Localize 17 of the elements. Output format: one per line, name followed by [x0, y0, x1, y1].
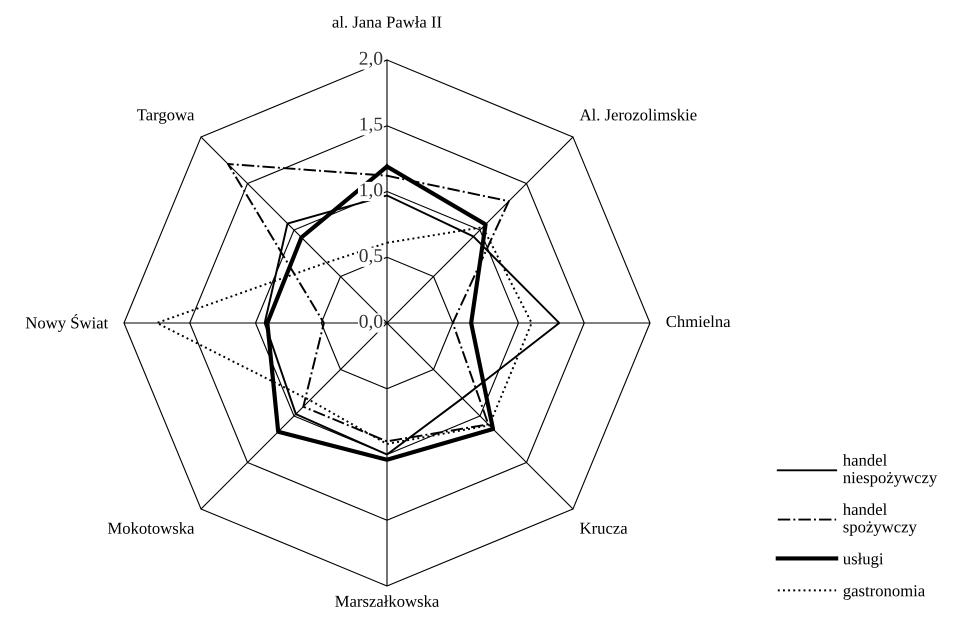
y-tick-label: 1,0: [360, 183, 382, 200]
legend-label: usługi: [843, 552, 884, 568]
y-tick-label: 1,5: [360, 118, 382, 134]
y-tick-label: 0,0: [359, 314, 382, 331]
legend-label: handel niespożywczy: [842, 454, 938, 487]
legend-label: gastronomia: [844, 585, 925, 600]
spoke-label: Krucza: [580, 522, 628, 534]
y-tick-label: 2,0: [360, 52, 382, 68]
spoke-label: al. Jana Pawła II: [332, 16, 442, 28]
spoke-label: Targowa: [136, 109, 194, 124]
y-tick-label: 0,5: [359, 248, 382, 265]
spoke-label: Nowy Świat: [26, 314, 108, 332]
legend-label: handel spożywczy: [842, 503, 917, 536]
spoke-label: Marszałkowska: [335, 595, 440, 607]
spoke-label: Mokotowska: [108, 522, 194, 534]
spoke-label: Chmielna: [666, 315, 730, 328]
spoke-label: Al. Jerozolimskie: [580, 108, 697, 121]
